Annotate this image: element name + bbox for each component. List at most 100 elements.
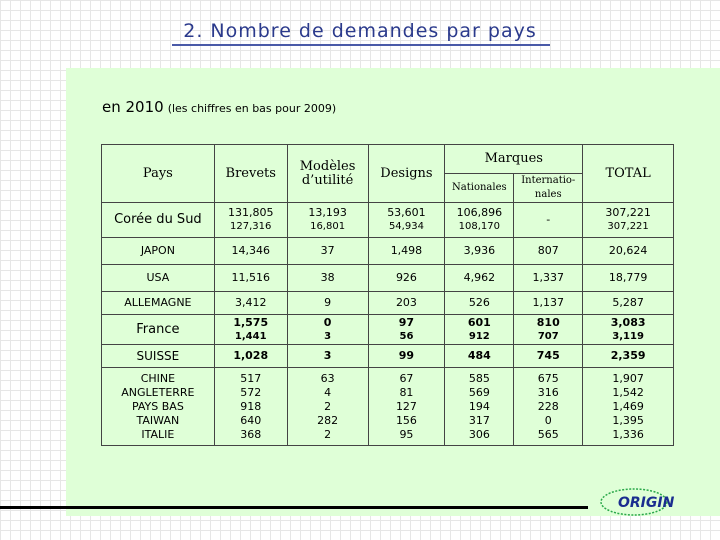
- value-2009: 16,801: [310, 221, 346, 232]
- internationales-cell: 675 316 228 0 565: [513, 367, 584, 446]
- internationales-cell: 1,137: [513, 291, 584, 315]
- value-2009: 127,316: [230, 221, 272, 232]
- header-marques: Marques: [444, 144, 584, 174]
- internationales-cell: 810 707: [513, 314, 584, 345]
- modeles-cell: 3: [286, 344, 369, 368]
- country-cell: France: [101, 314, 215, 345]
- value: 63: [320, 371, 335, 385]
- nationales-cell: 526: [444, 291, 515, 315]
- value: 1,469: [612, 399, 644, 413]
- value-2010: 97: [398, 315, 415, 329]
- internationales-cell: 807: [513, 237, 584, 265]
- brevets-cell: 1,028: [213, 344, 288, 368]
- value-2009: 54,934: [388, 221, 424, 232]
- value: 368: [240, 427, 262, 441]
- value: 918: [240, 399, 262, 413]
- value-2010: 131,805: [227, 206, 274, 219]
- modeles-cell: 37: [286, 237, 369, 265]
- value-2010: 3,083: [610, 315, 646, 329]
- value: 1,395: [612, 413, 644, 427]
- value: 1,907: [612, 371, 644, 385]
- country-cell: Corée du Sud: [101, 202, 215, 238]
- value: 228: [537, 399, 559, 413]
- value: 569: [468, 385, 490, 399]
- value-2009: 3: [324, 330, 332, 342]
- nationales-cell: 484: [444, 344, 515, 368]
- logo-text: ORIGIN: [618, 495, 675, 511]
- country-name: ITALIE: [141, 427, 175, 441]
- internationales-cell: -: [513, 202, 584, 238]
- subtitle-note: (les chiffres en bas pour 2009): [167, 102, 337, 115]
- value-2010: 106,896: [456, 206, 503, 219]
- value-2009: 56: [399, 330, 414, 342]
- title-underline: [172, 44, 550, 46]
- header-modeles: Modèles d’utilité: [286, 144, 369, 203]
- value: 1,336: [612, 427, 644, 441]
- subtitle: en 2010 (les chiffres en bas pour 2009): [102, 97, 336, 116]
- value: 317: [468, 413, 490, 427]
- table-row: USA 11,516 38 926 4,962 1,337 18,779: [101, 264, 674, 292]
- header-designs: Designs: [367, 144, 446, 203]
- value-2009: 3,119: [612, 330, 644, 342]
- value: 675: [537, 371, 559, 385]
- total-cell: 3,083 3,119: [582, 314, 674, 345]
- designs-cell: 67 81 127 156 95: [367, 367, 446, 446]
- value: 282: [317, 413, 339, 427]
- total-cell: 5,287: [582, 291, 674, 315]
- value: 517: [240, 371, 262, 385]
- value-2010: 0: [323, 315, 332, 329]
- designs-cell: 1,498: [367, 237, 446, 265]
- value-2009: 1,441: [234, 330, 267, 342]
- slide-title: 2. Nombre de demandes par pays: [183, 20, 537, 42]
- value: 585: [468, 371, 490, 385]
- value-2010: 1,575: [233, 315, 269, 329]
- country-name: TAIWAN: [136, 413, 180, 427]
- brevets-cell: 517 572 918 640 368: [213, 367, 288, 446]
- header-nationales: Nationales: [444, 173, 515, 203]
- country-cell: JAPON: [101, 237, 215, 265]
- value: 4: [324, 385, 332, 399]
- value: 572: [240, 385, 262, 399]
- country-name: ANGLETERRE: [121, 385, 195, 399]
- country-cell: CHINE ANGLETERRE PAYS BAS TAIWAN ITALIE: [101, 367, 215, 446]
- nationales-cell: 4,962: [444, 264, 515, 292]
- total-cell: 18,779: [582, 264, 674, 292]
- designs-cell: 99: [367, 344, 446, 368]
- table-row: ALLEMAGNE 3,412 9 203 526 1,137 5,287: [101, 291, 674, 315]
- nationales-cell: 601 912: [444, 314, 515, 345]
- brevets-cell: 11,516: [213, 264, 288, 292]
- value-2010: 13,193: [308, 206, 347, 219]
- header-subrow: Nationales Internatio-nales: [102, 173, 674, 203]
- value: 306: [468, 427, 490, 441]
- value: 0: [544, 413, 552, 427]
- value: 81: [399, 385, 414, 399]
- brevets-cell: 1,575 1,441: [213, 314, 288, 345]
- table-row: JAPON 14,346 37 1,498 3,936 807 20,624: [101, 237, 674, 265]
- nationales-cell: 106,896 108,170: [444, 202, 515, 238]
- header-pays: Pays: [101, 144, 215, 203]
- value: 95: [399, 427, 414, 441]
- country-name: CHINE: [140, 371, 176, 385]
- bottom-divider: [0, 506, 588, 509]
- value: 194: [468, 399, 490, 413]
- modeles-cell: 38: [286, 264, 369, 292]
- total-cell: 1,907 1,542 1,469 1,395 1,336: [582, 367, 674, 446]
- country-name: PAYS BAS: [131, 399, 184, 413]
- modeles-cell: 9: [286, 291, 369, 315]
- brevets-cell: 14,346: [213, 237, 288, 265]
- modeles-cell: 63 4 2 282 2: [286, 367, 369, 446]
- total-cell: 307,221 307,221: [582, 202, 674, 238]
- value: 1,542: [612, 385, 644, 399]
- value: 156: [395, 413, 417, 427]
- logo-ring: [600, 488, 668, 516]
- value-2010: 601: [467, 315, 491, 329]
- value-2010: 307,221: [605, 206, 651, 219]
- table-row: Corée du Sud 131,805 127,316 13,193 16,801…: [101, 202, 674, 238]
- designs-cell: 97 56: [367, 314, 446, 345]
- value: 67: [399, 371, 414, 385]
- value: 127: [395, 399, 417, 413]
- designs-cell: 203: [367, 291, 446, 315]
- nationales-cell: 585 569 194 317 306: [444, 367, 515, 446]
- value: 2: [324, 427, 332, 441]
